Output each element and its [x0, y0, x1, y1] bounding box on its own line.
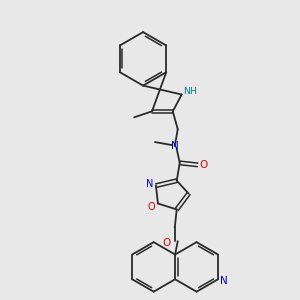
Text: O: O: [163, 238, 171, 248]
Text: N: N: [220, 276, 228, 286]
Text: N: N: [146, 179, 154, 189]
Text: N: N: [171, 141, 178, 151]
Text: O: O: [200, 160, 208, 170]
Text: NH: NH: [184, 87, 198, 96]
Text: O: O: [147, 202, 155, 212]
